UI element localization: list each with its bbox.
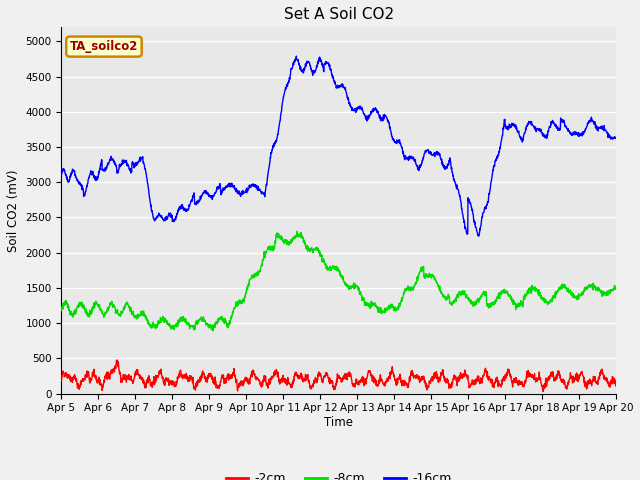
Text: TA_soilco2: TA_soilco2 [70,40,138,53]
X-axis label: Time: Time [324,416,353,429]
Y-axis label: Soil CO2 (mV): Soil CO2 (mV) [7,169,20,252]
Legend: -2cm, -8cm, -16cm: -2cm, -8cm, -16cm [221,467,457,480]
Title: Set A Soil CO2: Set A Soil CO2 [284,7,394,22]
